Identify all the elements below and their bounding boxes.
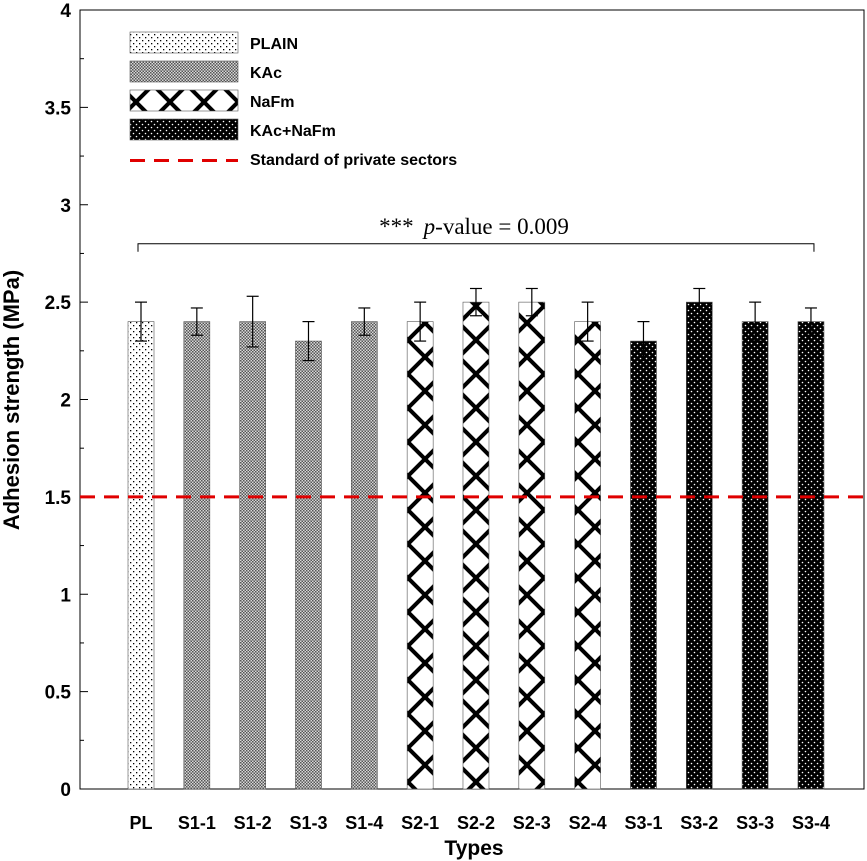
error-bars xyxy=(135,287,817,362)
p-value-p: p xyxy=(422,214,436,239)
x-tick-label: S2-3 xyxy=(513,813,551,833)
x-tick-label: S2-1 xyxy=(401,813,439,833)
y-axis: 0 0.5 1 1.5 2 2.5 3 3.5 4 xyxy=(45,1,88,801)
x-tick-label: S1-3 xyxy=(289,813,327,833)
y-tick-label: 3.5 xyxy=(45,98,72,119)
legend-swatch-nafm xyxy=(129,89,239,112)
legend-label: Standard of private sectors xyxy=(250,152,457,169)
x-tick-label: S3-3 xyxy=(736,813,774,833)
x-tick-label: S3-1 xyxy=(624,813,662,833)
p-value-stars: *** xyxy=(379,214,414,239)
bar-S3-4 xyxy=(797,321,825,790)
y-tick-label: 2.5 xyxy=(45,293,72,314)
x-axis-label: Types xyxy=(444,837,503,860)
significance-bracket xyxy=(137,243,815,252)
bar-S3-2 xyxy=(685,301,713,790)
legend-swatch-kac xyxy=(129,60,239,83)
y-tick-label: 4 xyxy=(60,1,71,22)
bar-S1-2 xyxy=(239,321,266,790)
bar-S1-1 xyxy=(183,321,211,790)
legend-label: PLAIN xyxy=(250,36,298,53)
bar-PL xyxy=(127,321,155,790)
bar-S1-4 xyxy=(351,321,378,790)
y-tick-label: 1.5 xyxy=(45,488,72,509)
y-tick-label: 0.5 xyxy=(45,683,72,704)
x-tick-label: S1-2 xyxy=(234,813,272,833)
bar-S1-3 xyxy=(295,340,322,790)
x-tick-label: S3-2 xyxy=(680,813,718,833)
x-tick-label: S2-2 xyxy=(457,813,495,833)
legend-swatch-plain xyxy=(129,31,239,54)
y-tick-label: 0 xyxy=(60,780,71,801)
legend-swatch-kac-nafm xyxy=(129,118,239,141)
bar-series xyxy=(127,301,825,790)
x-tick-label: S2-4 xyxy=(569,813,607,833)
y-tick-label: 2 xyxy=(60,391,71,412)
x-tick-label: S1-4 xyxy=(345,813,383,833)
bracket-line xyxy=(137,243,815,252)
bar-S3-1 xyxy=(630,340,657,790)
legend: PLAIN KAc NaFm KAc+NaFm Standard of private … xyxy=(129,31,457,169)
legend-label: KAc+NaFm xyxy=(250,123,336,140)
legend-label: NaFm xyxy=(250,94,294,111)
x-axis: PL S1-1 S1-2 S1-3 S1-4 S2-1 S2-2 S2-3 S2-4 S3-1 S3… xyxy=(129,813,829,833)
legend-label: KAc xyxy=(250,65,282,82)
y-tick-label: 1 xyxy=(60,585,71,606)
x-tick-label: S3-4 xyxy=(792,813,830,833)
x-tick-label: PL xyxy=(129,813,152,833)
bar-S2-1 xyxy=(406,321,434,790)
bar-S2-2 xyxy=(462,301,490,790)
p-value-rest: -value = 0.009 xyxy=(435,214,569,239)
bar-S3-3 xyxy=(741,321,769,790)
y-tick-label: 3 xyxy=(60,196,71,217)
y-axis-label: Adhesion strength (MPa) xyxy=(0,270,24,530)
bar-S2-4 xyxy=(574,321,601,790)
p-value-annotation: *** p-value = 0.009 xyxy=(379,214,569,239)
bar-S2-3 xyxy=(518,301,546,790)
x-tick-label: S1-1 xyxy=(178,813,216,833)
